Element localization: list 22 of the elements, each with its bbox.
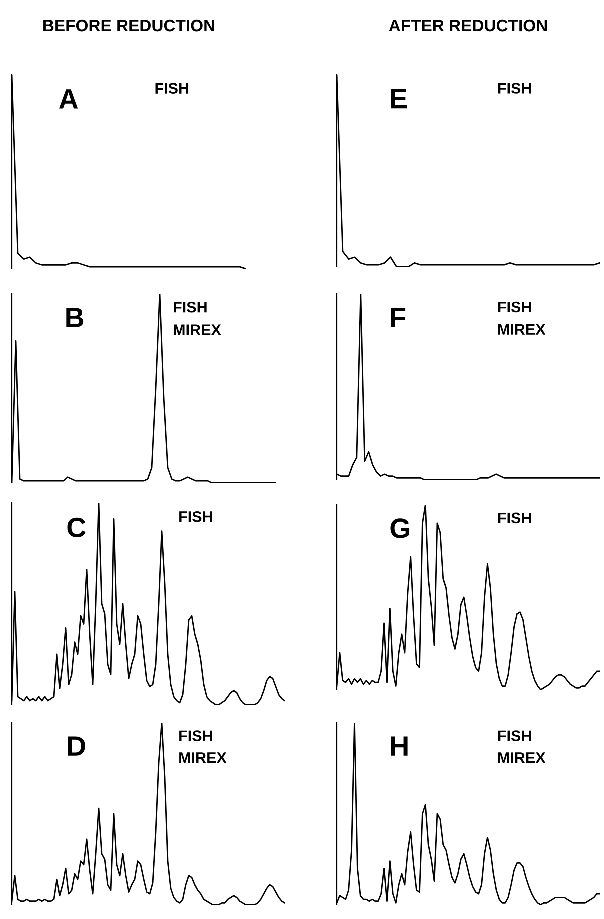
annotation: FISH	[156, 83, 189, 94]
annotation: MIREX	[180, 752, 227, 764]
chart-subtitle: BEFORE REDUCTION	[44, 20, 214, 32]
chart-title: D	[68, 736, 86, 756]
annotation: FISH	[498, 512, 532, 524]
chart-title: F	[391, 308, 406, 328]
annotation: FISH	[498, 730, 532, 742]
annotation: FISH	[180, 511, 212, 522]
chart-title: B	[66, 308, 84, 328]
chart-subtitle: AFTER REDUCTION	[389, 20, 548, 32]
annotation: MIREX	[174, 324, 222, 336]
chart-title: G	[390, 518, 410, 538]
annotation: MIREX	[498, 324, 546, 335]
chart-title: H	[391, 736, 408, 756]
annotation: FISH	[498, 302, 532, 313]
chart-title: A	[59, 90, 78, 109]
chart-title: C	[68, 518, 86, 538]
annotation: FISH	[174, 302, 207, 313]
annotation: FISH	[498, 83, 532, 94]
chart-title: E	[391, 89, 408, 109]
annotation: FISH	[180, 730, 212, 742]
annotation: MIREX	[498, 752, 546, 764]
